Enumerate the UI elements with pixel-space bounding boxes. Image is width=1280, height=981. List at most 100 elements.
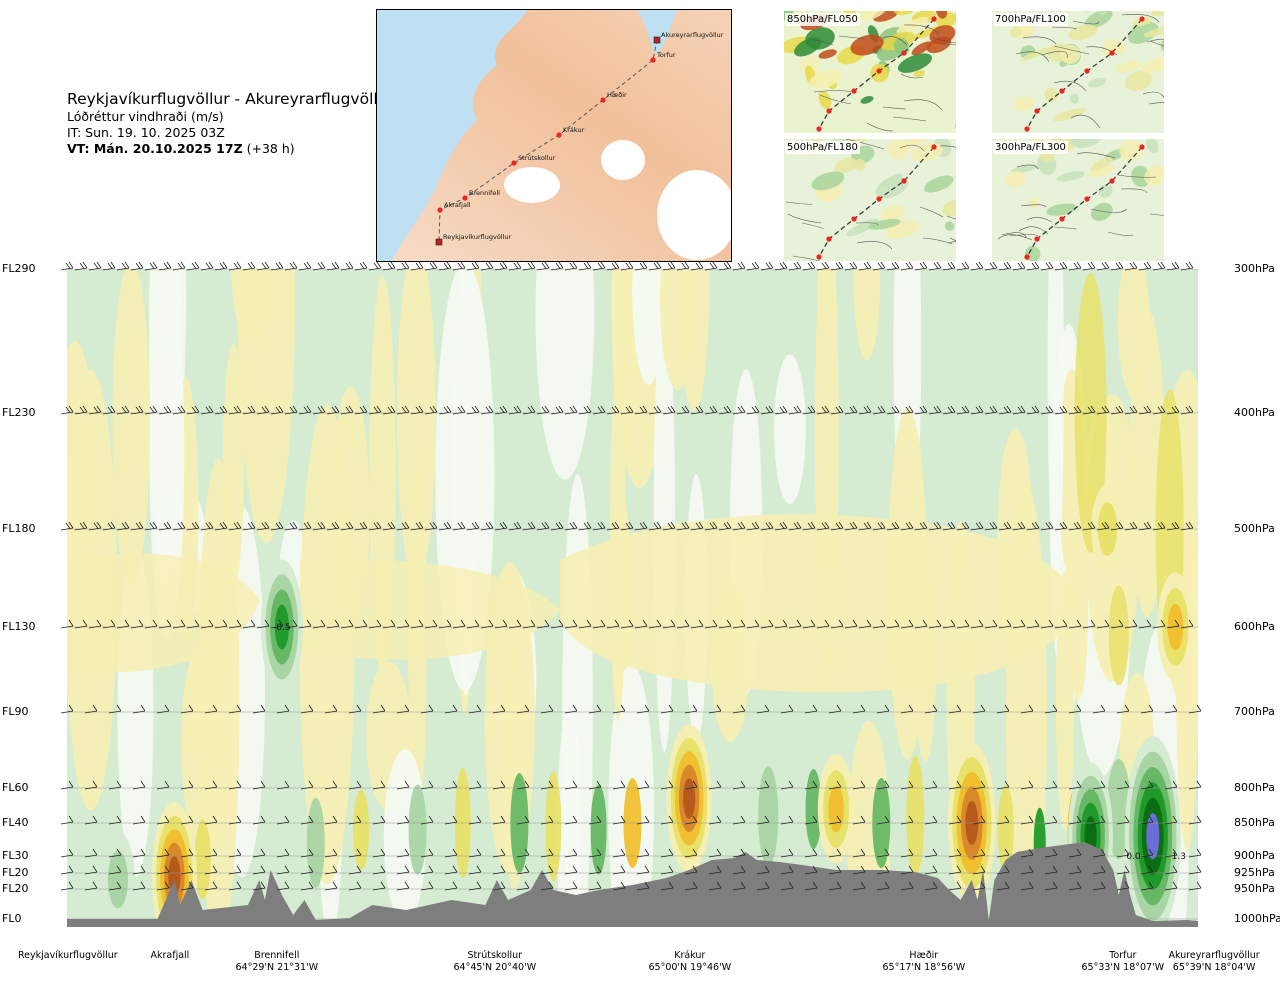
thumb-contour [882,106,907,110]
wind-barb [828,865,842,875]
location-label: Strútskollur 64°45'N 20°40'W [454,950,537,974]
wind-barb [494,521,508,531]
wind-barb [396,261,410,271]
wind-barb [998,619,1012,629]
level-label-left: FL20 [2,882,29,895]
wind-barb [522,619,536,629]
wind-barb [972,865,986,875]
wind-barb [804,815,818,825]
wind-barb [516,865,530,875]
wind-barb [708,704,722,714]
wind-barb [1124,521,1138,531]
location-name: Torfur [1109,950,1137,961]
wind-barb [578,261,592,271]
wind-barb [1020,865,1034,875]
thumb-500-label: 500hPa/FL180 [785,141,860,154]
route-point [556,132,562,138]
wind-barb [180,704,194,714]
wind-barb [256,261,270,271]
wind-barb [1044,780,1058,790]
wind-barb [972,815,986,825]
wind-barbs [60,261,1202,891]
wind-barb [942,521,956,531]
wind-barb [660,848,674,858]
thumb-blob [1090,202,1113,221]
thumb-route [1026,146,1143,258]
wind-barb [684,704,698,714]
thumb-850[interactable]: 850hPa/FL050 [784,11,956,133]
wind-barb [382,261,396,271]
wind-barb [348,780,362,790]
wind-barb [348,881,362,891]
wind-barb [1138,521,1152,531]
field-band [535,269,595,480]
wind-barb [858,619,872,629]
wind-barb [396,619,410,629]
thumb-700[interactable]: 700hPa/FL100 [992,11,1164,133]
wind-barb [972,780,986,790]
wind-barb [684,848,698,858]
wind-barb [948,704,962,714]
route-point [600,97,606,103]
field-region [300,559,560,660]
wind-barb [348,704,362,714]
wind-barb [536,405,550,415]
wind-barb [1012,261,1026,271]
wind-barb [116,405,130,415]
wind-barb [540,780,554,790]
wind-barb [84,815,98,825]
thumb-route-point [876,196,882,202]
thumb-route [1026,18,1143,130]
wind-barb [970,261,984,271]
wind-barb [756,704,770,714]
location-coord: 64°45'N 20°40'W [453,962,537,973]
level-label-left: FL20 [2,866,29,879]
wind-barb [684,881,698,891]
wind-barb [200,619,214,629]
wind-barb [1020,704,1034,714]
wind-barb [636,865,650,875]
wind-barb [1012,619,1026,629]
wind-barb [312,261,326,271]
thumb-500[interactable]: 500hPa/FL180 [784,139,956,261]
wind-barb [708,848,722,858]
wind-barb [156,815,170,825]
wind-barb [420,865,434,875]
wind-barb [494,405,508,415]
wind-barb [718,619,732,629]
thumb-route-point [1059,88,1065,94]
wind-barb [1068,780,1082,790]
wind-barb [340,405,354,415]
wind-barb [444,848,458,858]
thumb-contour [856,241,893,250]
thumb-contour [1090,208,1128,213]
level-label-right: 925hPa [1234,866,1275,879]
wind-barb [1110,619,1124,629]
wind-barb [116,521,130,531]
wind-barb [564,780,578,790]
wind-barb [636,848,650,858]
wind-barb [200,405,214,415]
wind-barb [1020,780,1034,790]
wind-barb [746,521,760,531]
wind-barb [1068,848,1082,858]
wind-barb [424,405,438,415]
wind-barb [172,521,186,531]
location-label: Brennifell 64°29'N 21°31'W [236,950,319,974]
thumb-contour [1107,231,1134,236]
thumb-300[interactable]: 300hPa/FL300 [992,139,1164,261]
wind-barb [956,619,970,629]
wind-barb [760,521,774,531]
wind-barb [1092,704,1106,714]
route-point [511,160,517,166]
wind-barb [228,704,242,714]
thumb-blob [1131,17,1153,27]
field-band [112,269,151,584]
wind-barb [550,521,564,531]
thumb-route-point [1139,16,1145,22]
wind-barb [396,815,410,825]
wind-barb [1026,405,1040,415]
wind-barb [564,405,578,415]
wind-barb [1140,704,1154,714]
wind-barb [956,521,970,531]
